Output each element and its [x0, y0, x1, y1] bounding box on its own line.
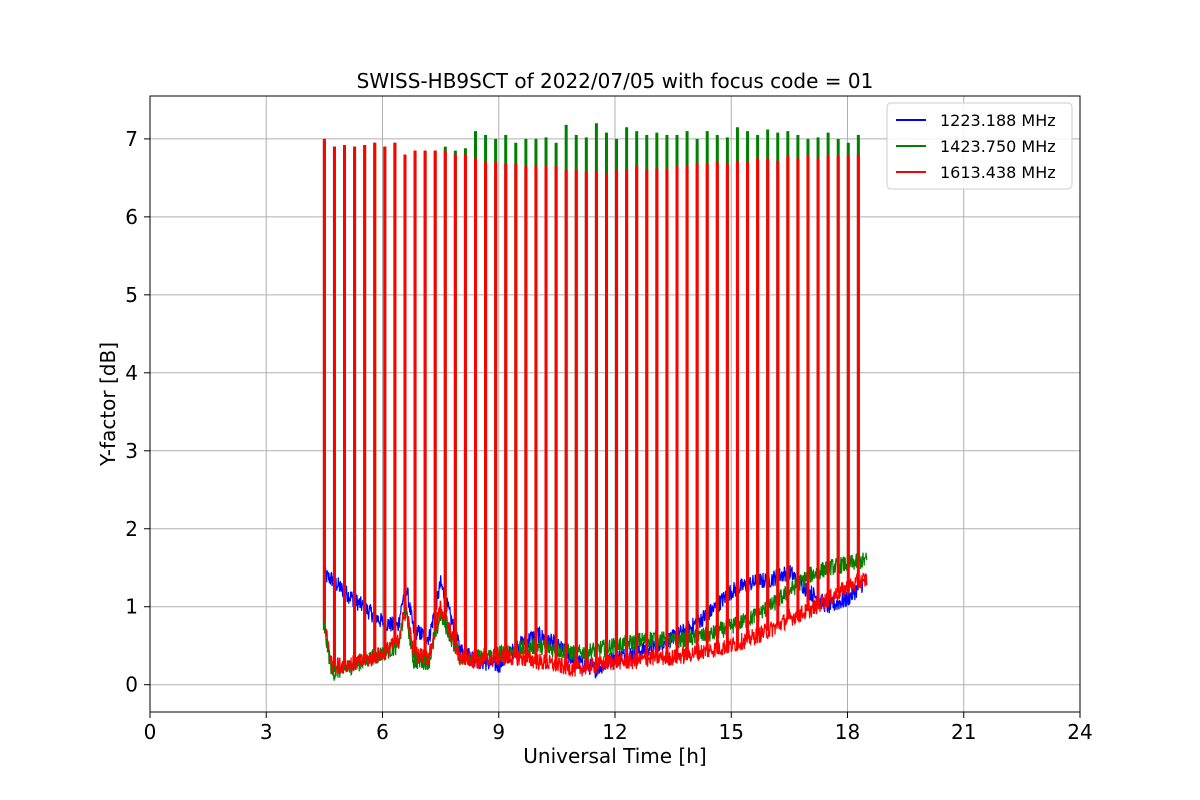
- legend: 1223.188 MHz 1423.750 MHz 1613.438 MHz: [886, 102, 1073, 190]
- y-tick-label: 7: [125, 127, 138, 151]
- y-tick-label: 6: [125, 205, 138, 229]
- y-axis-label: Y-factor [dB]: [96, 342, 120, 467]
- chart-title: SWISS-HB9SCT of 2022/07/05 with focus co…: [357, 69, 874, 93]
- x-tick-label: 15: [719, 720, 744, 744]
- y-tick-label: 4: [125, 361, 138, 385]
- y-tick-label: 0: [125, 673, 138, 697]
- x-axis-label: Universal Time [h]: [523, 744, 706, 768]
- y-tick-label: 2: [125, 517, 138, 541]
- legend-label: 1423.750 MHz: [940, 137, 1056, 156]
- x-tick-label: 24: [1067, 720, 1092, 744]
- series-group: [322, 123, 868, 681]
- y-tick-label: 3: [125, 439, 138, 463]
- plot-area: [322, 123, 868, 681]
- legend-box: [886, 102, 1073, 190]
- y-tick-label: 1: [125, 595, 138, 619]
- x-tick-label: 18: [835, 720, 860, 744]
- x-tick-label: 0: [144, 720, 157, 744]
- x-axis: 0 3 6 9 12 15 18 21 24: [144, 712, 1093, 744]
- x-tick-label: 21: [951, 720, 976, 744]
- legend-label: 1613.438 MHz: [940, 163, 1056, 182]
- y-axis: 0 1 2 3 4 5 6 7: [125, 127, 150, 697]
- x-tick-label: 6: [376, 720, 389, 744]
- x-tick-label: 12: [602, 720, 627, 744]
- legend-label: 1223.188 MHz: [940, 111, 1056, 130]
- x-tick-label: 9: [492, 720, 505, 744]
- y-tick-label: 5: [125, 283, 138, 307]
- x-tick-label: 3: [260, 720, 273, 744]
